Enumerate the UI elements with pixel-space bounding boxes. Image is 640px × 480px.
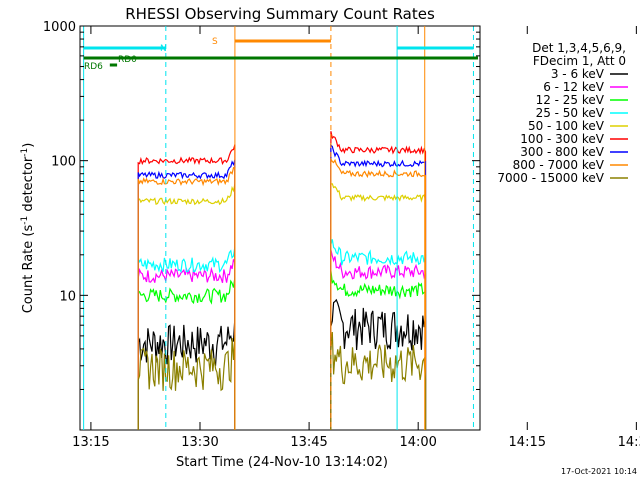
x-tick-label: 14:15 bbox=[509, 435, 546, 450]
series-300to800keV bbox=[137, 143, 427, 430]
series-line bbox=[137, 246, 236, 430]
y-axis-label: Count Rate (s-1 detector-1) bbox=[20, 143, 36, 314]
series-100to300keV bbox=[137, 131, 427, 430]
legend-label: 12 - 25 keV bbox=[536, 93, 605, 107]
x-tick-label: 13:30 bbox=[181, 435, 218, 450]
series-line bbox=[330, 131, 427, 430]
y-tick-label: 1000 bbox=[43, 20, 76, 35]
legend-label: 50 - 100 keV bbox=[528, 119, 605, 133]
y-tick-label: 10 bbox=[59, 289, 76, 304]
series-7000to15000keV bbox=[137, 331, 427, 430]
y-axis-label-sup2: -1 bbox=[20, 148, 30, 157]
series-12to25keV bbox=[137, 270, 427, 430]
series-line bbox=[330, 143, 427, 430]
y-tick-label: 100 bbox=[51, 155, 76, 170]
tick-layer: 13:1513:3013:4514:0014:1514:3014:4510100… bbox=[43, 20, 640, 450]
legend-header-line-2: FDecim 1, Att 0 bbox=[533, 54, 626, 68]
series-line bbox=[137, 183, 236, 430]
flag-label-s: S bbox=[212, 37, 218, 47]
legend-label: 25 - 50 keV bbox=[536, 106, 605, 120]
x-tick-label: 14:00 bbox=[399, 435, 436, 450]
series-800to7000keV bbox=[137, 156, 427, 430]
series-3to6keV bbox=[137, 298, 427, 430]
series-line bbox=[137, 277, 236, 430]
legend-label: 7000 - 15000 keV bbox=[497, 171, 604, 185]
series-50to100keV bbox=[137, 183, 427, 430]
series-line bbox=[137, 144, 236, 430]
flag-label-rd0: RD0 bbox=[118, 55, 137, 65]
x-tick-label: 13:45 bbox=[290, 435, 327, 450]
x-tick-label: 13:15 bbox=[72, 435, 109, 450]
flag-label-rd6: RD6 bbox=[84, 62, 103, 72]
footer-date: 17-Oct-2021 10:14 bbox=[561, 467, 637, 476]
x-axis-label: Start Time (24-Nov-10 13:14:02) bbox=[176, 455, 388, 470]
data-layer bbox=[137, 131, 427, 430]
plot-frame bbox=[79, 25, 481, 431]
series-line bbox=[137, 334, 236, 430]
series-line bbox=[330, 183, 427, 430]
series-line bbox=[330, 331, 427, 430]
series-line bbox=[137, 159, 236, 430]
series-25to50keV bbox=[137, 239, 427, 430]
y-axis-label-end: ) bbox=[21, 143, 36, 148]
series-line bbox=[330, 270, 427, 430]
legend-label: 100 - 300 keV bbox=[520, 132, 604, 146]
series-line bbox=[330, 249, 427, 430]
x-tick-label: 14:30 bbox=[618, 435, 640, 450]
legend-label: 3 - 6 keV bbox=[551, 67, 605, 81]
y-axis-label-main: Count Rate (s bbox=[21, 225, 36, 314]
series-line bbox=[137, 317, 236, 430]
legend-header-line-1: Det 1,3,4,5,6,9, bbox=[532, 41, 626, 55]
y-axis-label-mid: detector bbox=[21, 156, 36, 216]
series-line bbox=[330, 239, 427, 430]
chart-title: RHESSI Observing Summary Count Rates bbox=[125, 5, 435, 23]
series-line bbox=[137, 166, 236, 430]
y-axis-label-sup1: -1 bbox=[20, 216, 30, 225]
flag-layer bbox=[83, 26, 478, 430]
legend-label: 300 - 800 keV bbox=[520, 145, 604, 159]
legend-label: 6 - 12 keV bbox=[543, 80, 605, 94]
series-line bbox=[330, 156, 427, 430]
flag-label-n: N bbox=[160, 44, 167, 54]
series-6to12keV bbox=[137, 249, 427, 430]
series-line bbox=[330, 298, 427, 430]
legend-label: 800 - 7000 keV bbox=[513, 158, 605, 172]
